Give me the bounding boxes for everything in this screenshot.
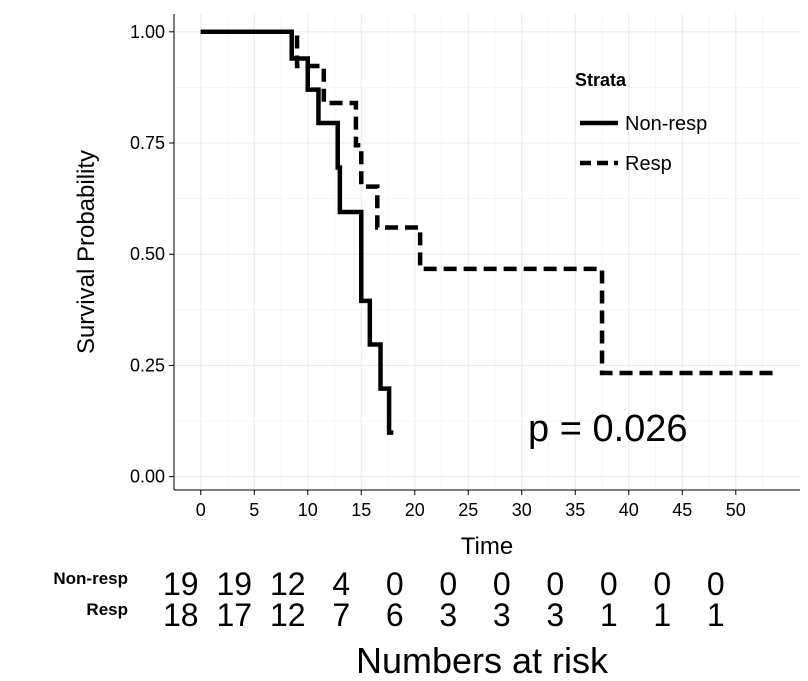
risk-count: 1: [653, 597, 671, 633]
x-tick-label: 25: [458, 500, 478, 520]
risk-count: 1: [707, 597, 725, 633]
x-axis-title: Time: [461, 533, 513, 560]
y-tick-label: 0.75: [130, 133, 165, 153]
risk-count: 12: [270, 597, 306, 633]
risk-count: 17: [216, 597, 252, 633]
plot-grid: [174, 14, 800, 490]
survival-curves: [200, 29, 779, 435]
risk-count: 6: [386, 597, 404, 633]
risk-count: 19: [216, 566, 252, 602]
risk-count: 1: [600, 597, 618, 633]
legend-label: Non-resp: [625, 113, 707, 135]
x-tick-label: 20: [405, 500, 425, 520]
risk-table-title: Numbers at risk: [356, 640, 609, 681]
x-tick-label: 5: [249, 500, 259, 520]
y-tick-label: 1.00: [130, 22, 165, 42]
legend-title: Strata: [575, 70, 627, 90]
risk-count: 3: [493, 597, 511, 633]
x-tick-label: 15: [351, 500, 371, 520]
x-tick-label: 30: [512, 500, 532, 520]
risk-count: 12: [270, 566, 306, 602]
risk-count: 0: [386, 566, 404, 602]
risk-row-label: Non-resp: [53, 569, 128, 588]
risk-count: 4: [332, 566, 350, 602]
risk-count: 3: [546, 597, 564, 633]
x-tick-label: 45: [672, 500, 692, 520]
x-tick-label: 10: [298, 500, 318, 520]
legend-label: Resp: [625, 153, 672, 175]
risk-count: 0: [493, 566, 511, 602]
risk-count: 0: [707, 566, 725, 602]
curve-resp: [200, 29, 779, 376]
risk-row-label: Resp: [86, 600, 128, 619]
y-axis-title: Survival Probability: [73, 150, 100, 354]
curve-non-resp: [200, 29, 394, 435]
risk-count: 3: [439, 597, 457, 633]
risk-count: 18: [163, 597, 199, 633]
risk-count: 0: [546, 566, 564, 602]
risk-count: 0: [600, 566, 618, 602]
x-tick-label: 35: [565, 500, 585, 520]
p-value-annotation: p = 0.026: [528, 408, 688, 450]
x-tick-label: 40: [619, 500, 639, 520]
risk-count: 0: [439, 566, 457, 602]
x-tick-label: 0: [196, 500, 206, 520]
y-tick-label: 0.25: [130, 355, 165, 375]
risk-count: 0: [653, 566, 671, 602]
y-tick-label: 0.00: [130, 467, 165, 487]
plot-axes: 0 5 10 15 20 25 30 35 40 45 50 0.00 0.25 0.50 0.75 1.00: [130, 14, 800, 520]
legend: Strata Non-resp Resp: [575, 70, 707, 175]
y-tick-label: 0.50: [130, 244, 165, 264]
risk-count: 7: [332, 597, 350, 633]
x-tick-label: 50: [726, 500, 746, 520]
risk-count: 19: [163, 566, 199, 602]
